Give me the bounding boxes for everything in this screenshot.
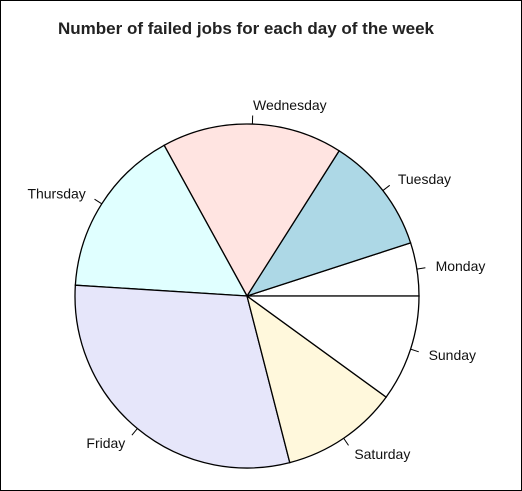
pie-slices bbox=[74, 123, 420, 469]
slice-label-wednesday: Wednesday bbox=[253, 97, 327, 113]
slice-label-monday: Monday bbox=[436, 258, 486, 274]
tick-friday bbox=[131, 428, 138, 436]
slice-tuesday bbox=[245, 149, 412, 298]
tick-thursday bbox=[94, 198, 103, 205]
slice-wednesday bbox=[163, 123, 341, 298]
tick-sunday bbox=[410, 348, 419, 353]
label-ticks bbox=[94, 115, 426, 446]
slice-label-saturday: Saturday bbox=[354, 446, 410, 462]
tick-tuesday bbox=[382, 184, 391, 191]
tick-monday bbox=[416, 267, 426, 270]
slice-labels: Monday Tuesday Wednesday Thursday Friday Satu… bbox=[27, 97, 485, 462]
slice-saturday bbox=[245, 294, 388, 464]
chart-title: Number of failed jobs for each day of th… bbox=[58, 19, 435, 38]
slice-label-friday: Friday bbox=[86, 435, 125, 451]
slice-label-tuesday: Tuesday bbox=[398, 171, 451, 187]
slice-friday bbox=[74, 284, 291, 469]
slice-label-sunday: Sunday bbox=[429, 347, 476, 363]
tick-saturday bbox=[343, 437, 349, 446]
slice-label-thursday: Thursday bbox=[27, 186, 85, 202]
